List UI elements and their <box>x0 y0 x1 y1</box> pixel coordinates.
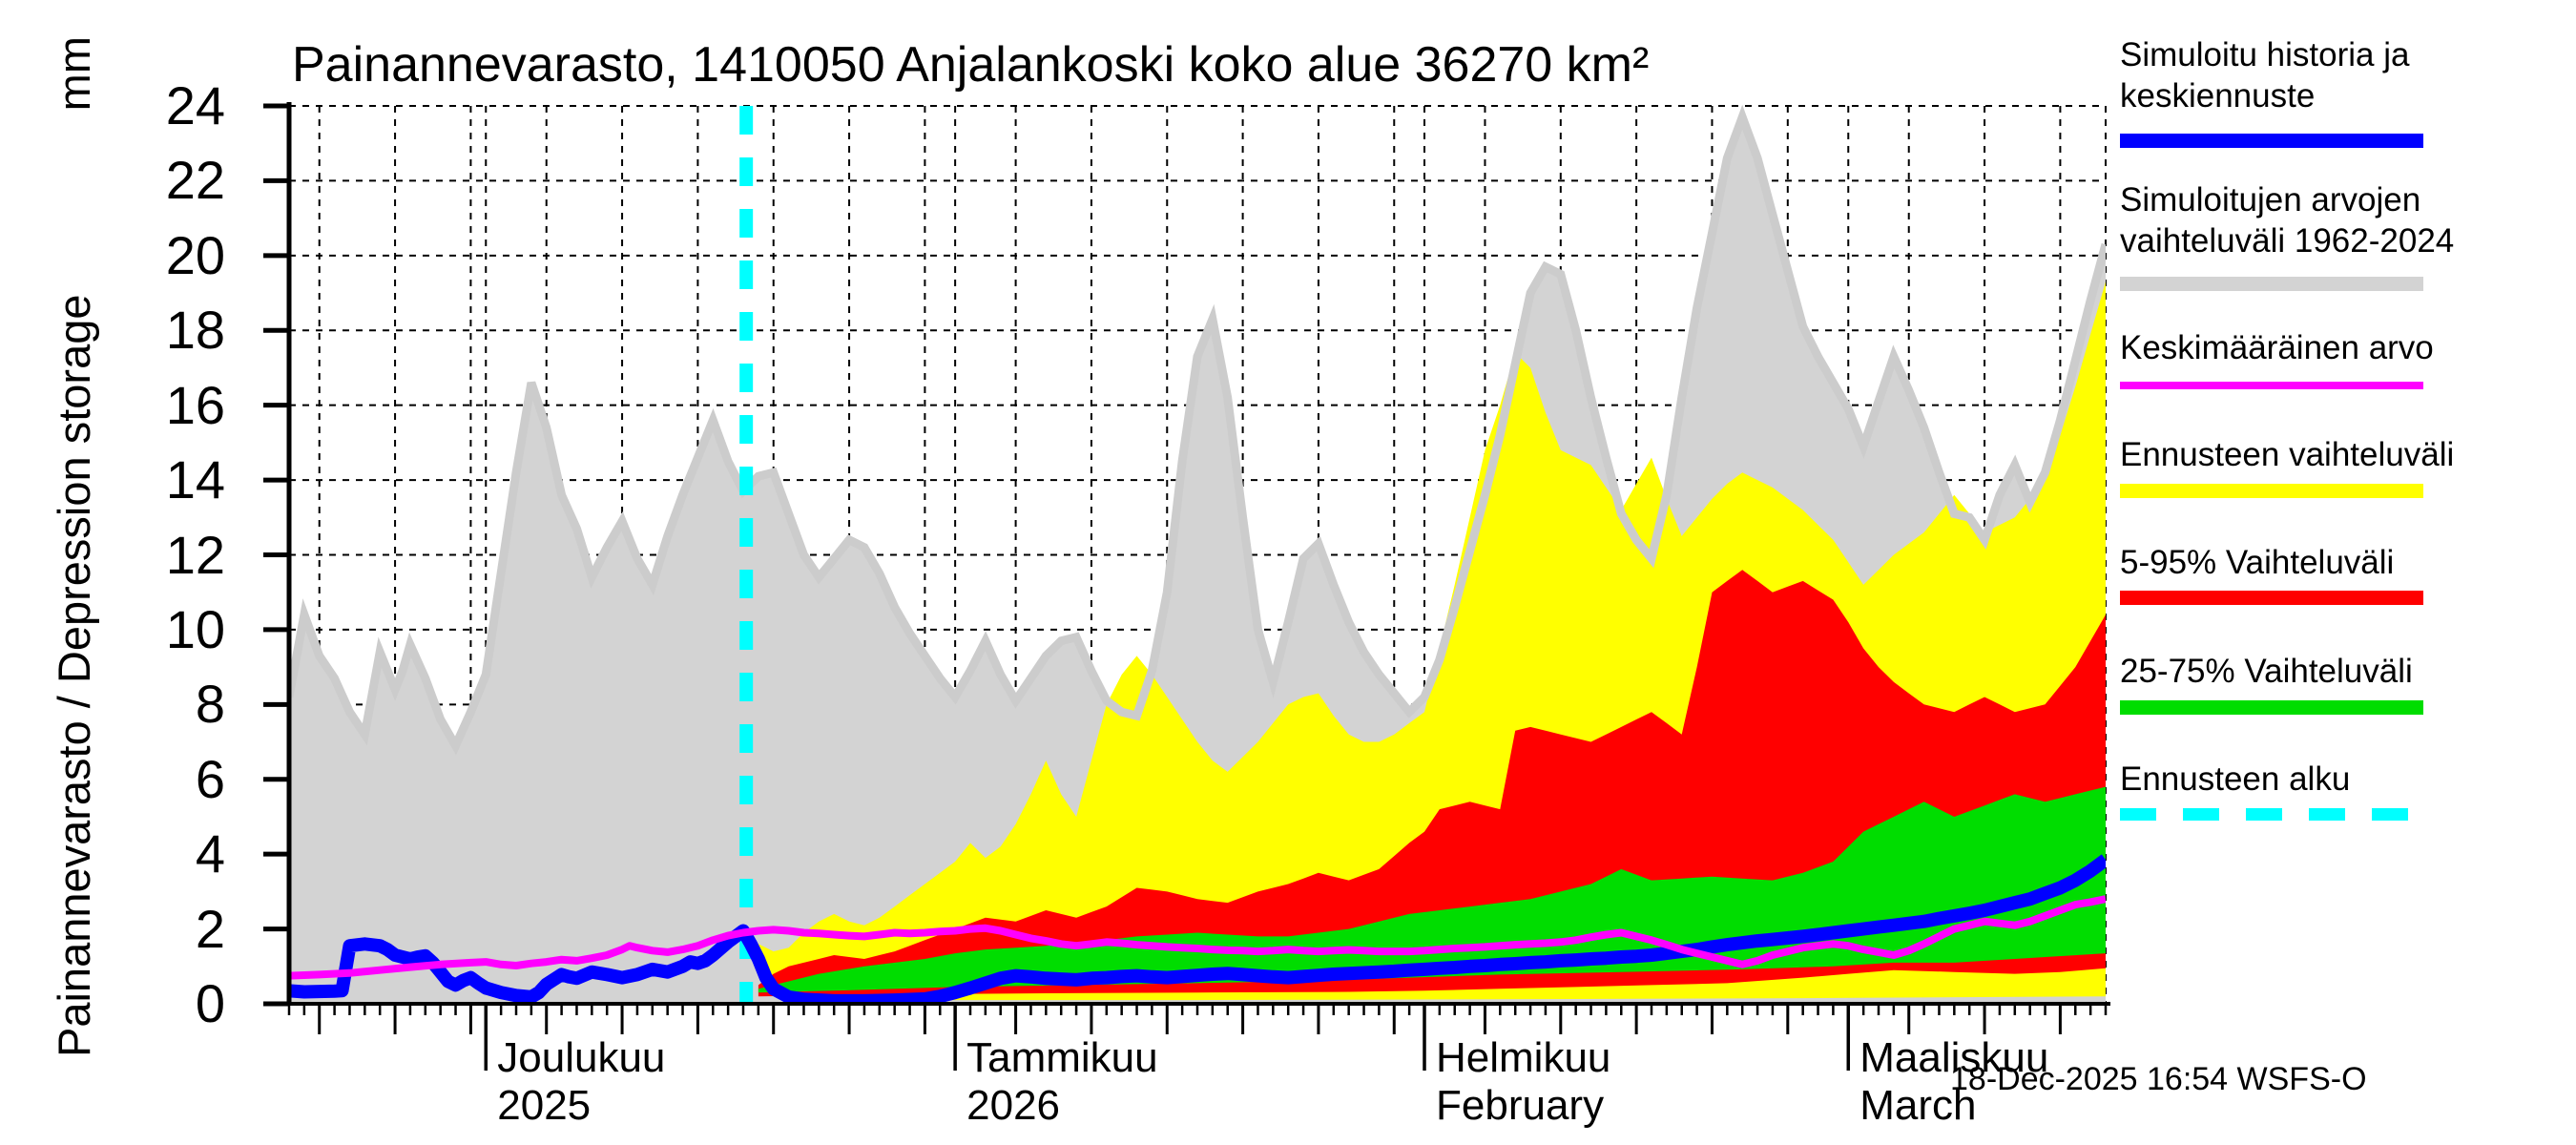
month-name: Helmikuu <box>1436 1034 1611 1081</box>
month-label: Maaliskuu March <box>1859 1034 2048 1130</box>
timestamp: 18-Dec-2025 16:54 WSFS-O <box>1950 1061 2367 1097</box>
month-name: Tammikuu <box>966 1034 1158 1081</box>
month-label: Helmikuu February <box>1436 1034 1610 1130</box>
legend-swatch <box>2120 276 2423 291</box>
y-tick-label: 16 <box>165 374 225 435</box>
y-tick-label: 6 <box>195 748 225 809</box>
y-tick-label: 12 <box>165 524 225 585</box>
month-label: Tammikuu 2026 <box>966 1034 1158 1130</box>
legend-item-label: 5-95% Vaihteluväli <box>2120 544 2395 581</box>
y-tick-label: 14 <box>165 449 225 510</box>
legend-swatch <box>2120 699 2423 715</box>
legend-item-label: Simuloitu historia ja keskiennuste <box>2120 36 2410 114</box>
month-sub: February <box>1436 1082 1605 1129</box>
history-median-line <box>289 854 2106 1004</box>
y-tick-label: 22 <box>165 150 225 211</box>
legend-swatch <box>2120 590 2423 605</box>
month-name: Joulukuu <box>497 1034 666 1081</box>
y-tick-label: 24 <box>165 75 225 135</box>
y-tick-label: 2 <box>195 898 225 959</box>
y-tick-label: 4 <box>195 823 225 885</box>
y-tick-label: 20 <box>165 224 225 285</box>
legend-item-label: 25-75% Vaihteluväli <box>2120 653 2413 690</box>
month-sub: March <box>1859 1082 1977 1129</box>
legend-item-label: Ennusteen vaihteluväli <box>2120 436 2455 473</box>
legend-swatch <box>2120 483 2423 498</box>
y-tick-label: 18 <box>165 300 225 361</box>
month-name: Maaliskuu <box>1859 1034 2049 1081</box>
chart-title: Painannevarasto, 1410050 Anjalankoski ko… <box>292 37 1650 93</box>
y-tick-label: 10 <box>165 598 225 659</box>
month-label: Joulukuu 2025 <box>497 1034 665 1130</box>
gray-range-boundary-line <box>289 104 2106 756</box>
legend-item-label: Simuloitujen arvojen vaihteluväli 1962-2… <box>2120 181 2455 260</box>
y-tick-label: 0 <box>195 973 225 1033</box>
legend-swatch <box>2120 382 2423 389</box>
y-tick-label: 8 <box>195 674 225 735</box>
month-sub: 2025 <box>497 1082 592 1129</box>
legend-item-label: Ennusteen alku <box>2120 760 2351 798</box>
legend: Simuloitu historia ja keskiennuste Simulo… <box>2120 0 2576 859</box>
average-line <box>289 895 2106 980</box>
legend-swatch <box>2120 807 2423 821</box>
legend-swatch <box>2120 133 2423 148</box>
legend-item-label: Keskimääräinen arvo <box>2120 329 2434 366</box>
month-sub: 2026 <box>966 1082 1061 1129</box>
